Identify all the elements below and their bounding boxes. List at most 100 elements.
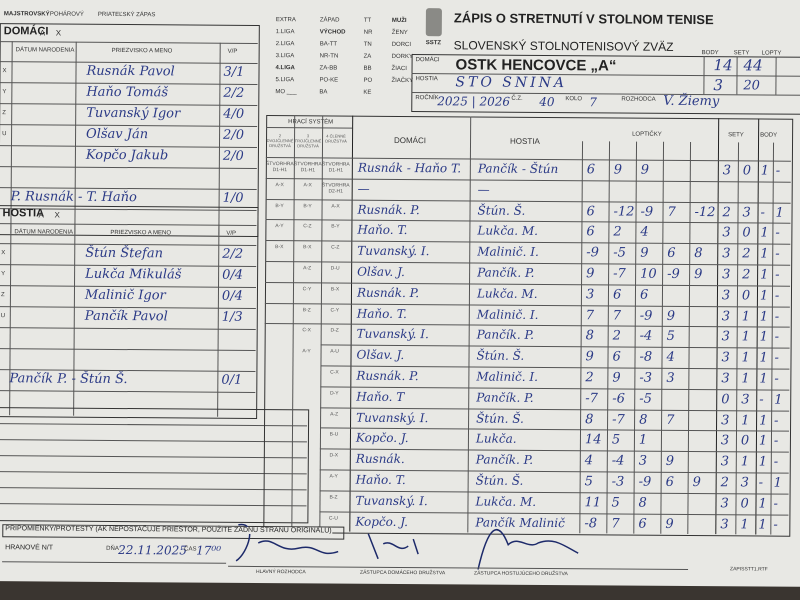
home-player: Haňo. T. <box>357 223 408 238</box>
set-score: -4 <box>639 329 653 345</box>
league-option: ŽIACI <box>391 65 407 73</box>
system-code: C-X <box>302 327 312 334</box>
sets-won: 3 <box>722 267 731 283</box>
sets-won: 3 <box>721 308 731 324</box>
player-vp: 2/2 <box>222 246 244 262</box>
sets-won: 3 <box>741 392 750 408</box>
league-option: NR <box>363 29 373 36</box>
sets-won: 3 <box>721 371 730 387</box>
set-score: 6 <box>638 516 647 532</box>
set-score: 9 <box>612 370 621 386</box>
system-code: C-Z <box>331 244 340 251</box>
home-col-header: DOMÁCI <box>394 135 427 146</box>
match-point: - <box>773 517 778 533</box>
league-option: DORCI <box>391 41 412 49</box>
sets-won: 1 <box>741 308 751 325</box>
sstz-logo <box>425 8 442 37</box>
away-player: Malinič. I. <box>477 244 539 260</box>
match-point: - <box>758 475 764 491</box>
set-score: 4 <box>584 453 594 469</box>
away-team: STO SNINA <box>455 74 568 92</box>
league-option: BA <box>319 89 328 96</box>
set-score: -7 <box>613 266 626 282</box>
system-code: ŠTVORHRA D2-H1 <box>321 182 350 195</box>
set-score: 14 <box>584 432 602 448</box>
sets-won: 1 <box>741 412 750 429</box>
player-name: Malinič Igor <box>84 287 166 304</box>
set-score: 3 <box>666 370 675 386</box>
match-point: 1 <box>758 517 767 533</box>
system-code: C-X <box>330 369 339 376</box>
set-score: 6 <box>665 474 674 490</box>
set-score: 8 <box>585 411 594 427</box>
home-player: Haňo. T <box>356 389 405 404</box>
venue-label: HRANOVÉ N/T <box>4 544 55 552</box>
set-score: 9 <box>613 162 623 178</box>
system-code: B-X <box>330 286 340 293</box>
home-player: Haňo. T. <box>356 306 407 321</box>
sets-won: 2 <box>720 475 729 491</box>
set-score: -7 <box>612 412 625 428</box>
system-code: A-Y <box>329 473 338 480</box>
sets-won: 1 <box>740 454 750 470</box>
set-score: 7 <box>612 308 622 324</box>
set-score: 1 <box>638 433 648 449</box>
col-birthdate: DÁTUM NARODENIA <box>14 229 74 236</box>
system-code: D-X <box>329 452 339 459</box>
match-point: 1 <box>760 246 769 262</box>
set-score: 6 <box>586 203 595 219</box>
sets-won: 0 <box>742 225 751 241</box>
away-player: Pančík - Štún <box>477 161 559 177</box>
home-player: Haňo. T. <box>355 472 406 488</box>
system-code: B-Z <box>302 306 311 313</box>
set-score: 9 <box>666 308 676 324</box>
player-name: Lukča Mikuláš <box>85 266 182 283</box>
home-player: — <box>357 181 370 196</box>
home-player: Rusnák. P. <box>356 368 419 384</box>
away-col-header: HOSTIA <box>510 136 540 146</box>
system-code: ŠTVORHRA D1-H1 <box>265 161 294 174</box>
system-code: C-Y <box>302 286 312 293</box>
league-option: VÝCHOD <box>319 29 346 36</box>
system-code: A-Y <box>275 223 284 230</box>
roster-x: X <box>55 28 62 38</box>
set-score: -12 <box>694 204 716 220</box>
system-code: B-Y <box>275 202 284 209</box>
round-value: 7 <box>589 95 597 110</box>
system-code: B-X <box>303 244 312 251</box>
set-score: 2 <box>613 224 622 240</box>
logo-text: SSTZ <box>425 40 442 47</box>
system-code: D-U <box>330 265 340 272</box>
away-player: — <box>477 182 490 197</box>
set-score: 3 <box>585 287 595 303</box>
sig-home-label: ZÁSTUPCA DOMÁCEHO DRUŽSTVA <box>359 569 446 577</box>
player-position: Z <box>0 292 5 299</box>
match-no-value: 40 <box>539 94 555 110</box>
league-option: PO <box>363 77 373 84</box>
match-point: - <box>773 454 779 470</box>
home-team: OSTK HENCOVCE „A“ <box>455 56 617 75</box>
sets-won: 3 <box>721 288 731 304</box>
sets-won: 3 <box>720 516 729 532</box>
system-col-header: 2 DVOJČLENNÉ DRUŽSTVÁ <box>266 133 294 149</box>
form-code: ZAPISSTT1.RTF <box>730 566 768 573</box>
round-label: KOLO <box>565 96 583 103</box>
away-player: Štún. Š. <box>475 473 524 488</box>
signatures-drawing <box>235 524 579 570</box>
set-score: -4 <box>611 453 625 469</box>
system-code: A-Y <box>302 348 311 355</box>
system-code: B-U <box>329 431 339 438</box>
sets-won: 3 <box>740 475 749 491</box>
set-score: -5 <box>639 391 652 407</box>
set-score: 9 <box>692 475 701 491</box>
referee-name: V. Žiemy <box>663 93 720 110</box>
sets-won: 3 <box>720 433 730 449</box>
home-player: Rusnák - Haňo T. <box>357 160 462 176</box>
time-label: ČAS <box>184 546 197 553</box>
set-score: -3 <box>639 370 653 386</box>
sets-won: 1 <box>741 350 750 366</box>
match-point: 1 <box>759 413 768 429</box>
system-code: A-X <box>303 182 312 189</box>
away-player: Pančík. P. <box>477 265 535 280</box>
federation-name: SLOVENSKÝ STOLNOTENISOVÝ ZVÄZ <box>453 38 674 54</box>
